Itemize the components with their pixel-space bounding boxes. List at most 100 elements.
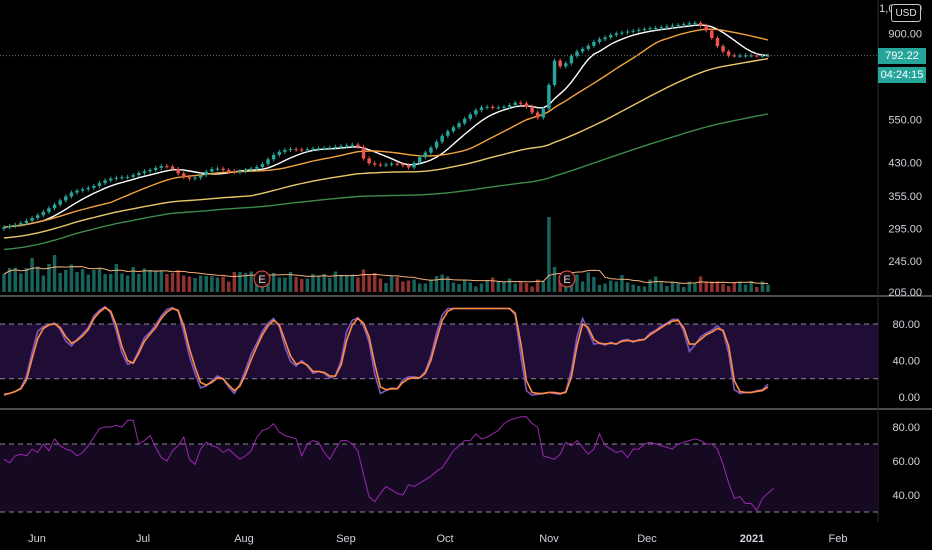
rsi-band (0, 444, 878, 512)
candle-body (558, 60, 562, 67)
volume-bar (496, 281, 501, 292)
volume-bar (97, 268, 102, 292)
candle-body (204, 171, 208, 176)
volume-bar (462, 280, 467, 292)
volume-bar (665, 286, 669, 292)
candle-body (19, 223, 23, 225)
stochastic-line (3, 306, 769, 396)
volume-bar (507, 278, 512, 292)
volume-bar (575, 274, 579, 292)
x-axis-label: Jul (136, 533, 150, 545)
candle-body (193, 177, 197, 179)
candle-body (114, 177, 119, 179)
volume-bar (322, 274, 326, 292)
volume-bar (7, 268, 12, 292)
volume-bar (142, 268, 147, 292)
x-axis-label: Feb (829, 533, 848, 545)
candle-body (311, 148, 315, 150)
volume-bar (608, 280, 613, 292)
volume-bar (159, 271, 164, 292)
volume-bar (721, 284, 725, 292)
volume-bar (552, 267, 557, 292)
candle-body (547, 84, 551, 109)
candle-body (704, 25, 708, 31)
candle-body (109, 178, 113, 181)
x-axis-label: Dec (637, 533, 657, 545)
price-axis-tick: 550.00 (888, 114, 922, 126)
candle-body (760, 55, 765, 57)
rsi-axis-tick: 60.00 (892, 456, 920, 468)
candle-body (322, 148, 326, 150)
candle-body (232, 171, 237, 173)
stochastic-axis-tick: 40.00 (892, 356, 920, 368)
candle-body (80, 189, 85, 191)
volume-bar (586, 272, 590, 292)
volume-bar (451, 282, 456, 292)
moving-average-line (3, 28, 769, 228)
volume-bar (311, 274, 315, 292)
candle-body (198, 175, 203, 178)
volume-bar (19, 273, 23, 292)
volume-bar (726, 286, 731, 292)
volume-bar (423, 283, 428, 292)
volume-bar (328, 278, 332, 292)
earnings-marker (558, 270, 576, 288)
volume-bar (367, 275, 371, 292)
volume-bar (221, 276, 225, 292)
volume-bar (637, 286, 641, 292)
volume-bar (620, 275, 624, 292)
candle-body (552, 60, 557, 85)
candle-body (373, 163, 377, 165)
candle-body (485, 106, 489, 108)
volume-bar (58, 273, 62, 292)
candle-body (569, 56, 574, 64)
price-axis-tick: 900.00 (888, 28, 922, 40)
volume-bar (603, 283, 607, 292)
volume-bar (176, 270, 180, 292)
volume-bar (682, 287, 686, 292)
volume-bar (356, 277, 360, 292)
volume-bar (676, 283, 680, 292)
volume-bar (41, 275, 46, 292)
candle-body (69, 192, 74, 197)
volume-bar (698, 276, 703, 292)
candle-body (665, 26, 669, 28)
volume-bar (384, 283, 388, 292)
volume-bar (120, 273, 124, 292)
candle-body (401, 164, 405, 166)
candle-body (474, 110, 478, 115)
volume-bar (642, 286, 647, 292)
candle-body (468, 114, 472, 119)
volume-bar (417, 283, 422, 292)
candle-body (215, 168, 220, 170)
volume-bar (339, 275, 343, 292)
candle-body (86, 187, 90, 190)
candle-body (361, 146, 366, 159)
candle-body (260, 164, 265, 167)
volume-bar (766, 284, 770, 292)
countdown-tag: 04:24:15 (878, 66, 926, 83)
candle-body (41, 211, 46, 216)
candle-body (530, 106, 534, 113)
rsi-axis-tick: 80.00 (892, 422, 920, 434)
volume-bar (193, 278, 197, 292)
volume-bar (86, 274, 90, 292)
x-axis-label: Nov (539, 533, 559, 545)
candle-body (440, 135, 444, 142)
candle-body (226, 169, 231, 172)
volume-bar (378, 278, 383, 292)
x-axis-label: Jun (28, 533, 46, 545)
volume-bar (373, 273, 377, 292)
volume-bar (238, 272, 242, 292)
volume-bar (389, 275, 394, 292)
candle-body (406, 165, 411, 168)
currency-button[interactable]: USD (891, 4, 921, 22)
moving-average-line (3, 58, 769, 239)
volume-bar (434, 276, 439, 292)
volume-bar (305, 278, 310, 292)
volume-bar (687, 281, 692, 292)
volume-bar (670, 282, 675, 292)
candle-body (749, 55, 753, 57)
volume-bar (485, 280, 489, 292)
